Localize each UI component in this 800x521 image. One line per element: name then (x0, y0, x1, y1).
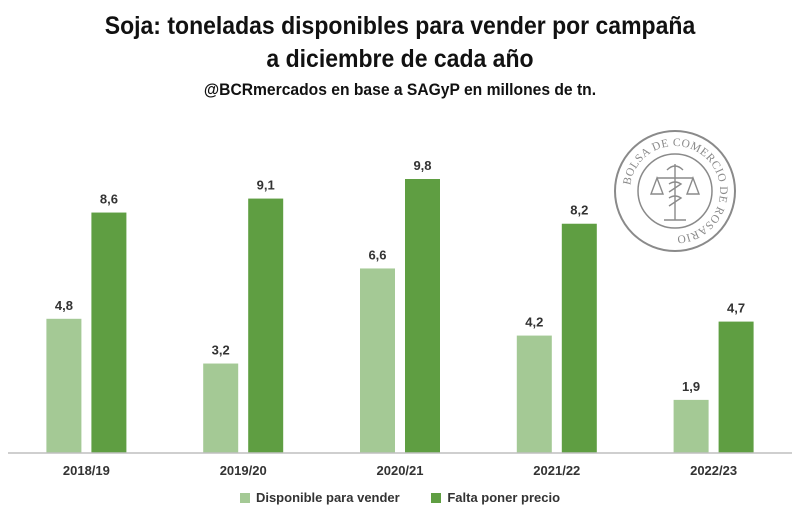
chart-subtitle: @BCRmercados en base a SAGyP en millones… (203, 80, 597, 99)
bar-disponible-4 (673, 399, 709, 453)
chart-legend: Disponible para vender Falta poner preci… (0, 490, 800, 506)
x-tick-label-4: 2022/23 (690, 463, 737, 478)
legend-swatch-disponible (239, 492, 250, 503)
bar-disponible-2 (360, 268, 395, 453)
chart-title: Soja: toneladas disponibles para vender … (104, 12, 696, 40)
legend-label-falta: Falta poner precio (447, 490, 561, 505)
x-tick-label-3: 2021/22 (533, 463, 580, 478)
bar-disponible-0 (46, 318, 82, 453)
legend-item-disponible: Disponible para vender (239, 490, 400, 505)
data-label-disponible-0: 4,8 (55, 298, 73, 313)
data-label-disponible-2: 6,6 (368, 247, 386, 262)
data-label-falta-4: 4,7 (727, 301, 745, 316)
data-label-falta-1: 9,1 (257, 178, 275, 193)
chart-title-line2: a diciembre de cada año (266, 45, 534, 73)
x-tick-label-1: 2019/20 (220, 463, 267, 478)
legend-item-falta: Falta poner precio (431, 490, 560, 505)
bar-falta-2 (405, 179, 440, 453)
data-label-falta-2: 9,8 (413, 158, 431, 173)
bar-disponible-3 (516, 335, 552, 453)
bar-disponible-1 (203, 363, 239, 453)
legend-label-disponible: Disponible para vender (255, 490, 400, 505)
legend-swatch-falta (431, 492, 442, 503)
bar-falta-3 (561, 223, 597, 453)
bar-falta-1 (248, 198, 284, 453)
data-label-disponible-4: 1,9 (682, 379, 700, 394)
data-label-disponible-3: 4,2 (525, 315, 543, 330)
bar-falta-4 (718, 321, 754, 453)
data-label-falta-0: 8,6 (100, 192, 118, 207)
scales-icon (649, 164, 701, 221)
data-label-disponible-1: 3,2 (212, 343, 230, 358)
bcr-seal-logo: BOLSA DE COMERCIO DE ROSARIO (614, 130, 736, 252)
data-label-falta-3: 8,2 (570, 203, 588, 218)
bar-falta-0 (91, 212, 127, 453)
x-tick-label-2: 2020/21 (377, 463, 424, 478)
x-tick-label-0: 2018/19 (63, 463, 110, 478)
